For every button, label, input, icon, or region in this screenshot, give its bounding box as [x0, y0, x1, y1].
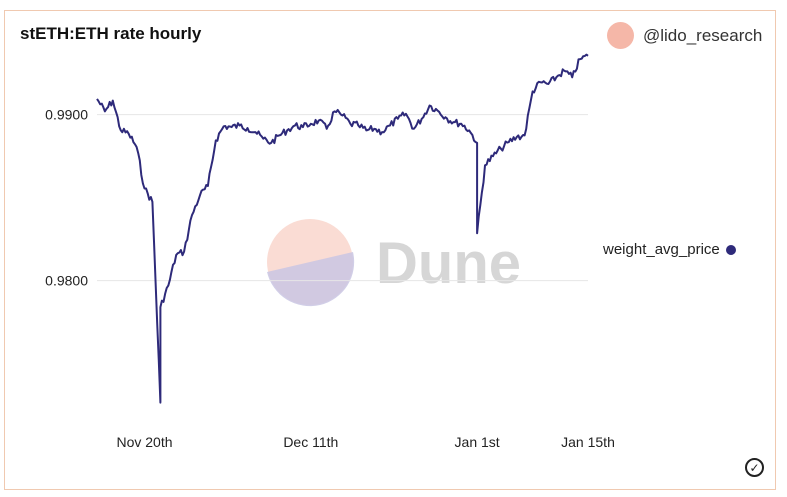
- watermark-text: Dune: [376, 231, 521, 296]
- checkmark-glyph: ✓: [749, 460, 760, 475]
- check-circle-icon[interactable]: ✓: [745, 458, 764, 477]
- chart-card: [4, 10, 776, 490]
- legend-marker: [725, 244, 736, 255]
- legend[interactable]: weight_avg_price: [603, 241, 736, 258]
- chart-title: stETH:ETH rate hourly: [20, 24, 202, 43]
- y-axis-ticks: 0.9800 0.9900: [45, 107, 88, 289]
- dune-watermark: Dune: [267, 219, 521, 307]
- x-axis-ticks: Nov 20th Dec 11th Jan 1st Jan 15th: [116, 434, 614, 450]
- x-tick-label: Dec 11th: [283, 434, 338, 450]
- author-name[interactable]: @lido_research: [643, 25, 763, 45]
- legend-label: weight_avg_price: [603, 241, 720, 258]
- y-tick-label: 0.9900: [45, 107, 88, 123]
- dune-logo-lower-icon: [267, 252, 355, 307]
- y-tick-label: 0.9800: [45, 273, 88, 289]
- avatar: [607, 22, 634, 49]
- x-tick-label: Jan 15th: [561, 434, 615, 450]
- author-badge[interactable]: @lido_research: [607, 22, 762, 49]
- x-tick-label: Jan 1st: [455, 434, 500, 450]
- x-tick-label: Nov 20th: [116, 434, 172, 450]
- series-line-weight-avg-price: [96, 53, 589, 404]
